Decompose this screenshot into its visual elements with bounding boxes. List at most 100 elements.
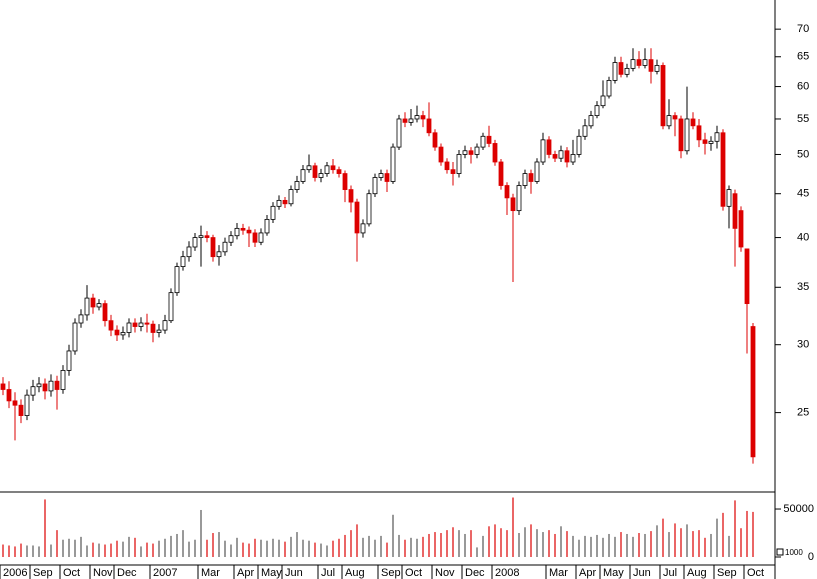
candle-body [192, 237, 198, 248]
candle-body [504, 185, 510, 199]
y-tick-label: 35 [797, 281, 809, 293]
candle-body [744, 248, 750, 305]
candle-body [402, 118, 408, 123]
candle-body [0, 383, 6, 390]
volume-tick-label: 0 [808, 551, 814, 563]
candle-body [456, 154, 462, 174]
candle-body [648, 59, 654, 72]
candle-body [336, 169, 342, 174]
candle-body [312, 165, 318, 178]
volume-bar [278, 539, 280, 557]
volume-bar [578, 539, 580, 557]
volume-bar [146, 542, 148, 557]
candle-body [510, 197, 516, 212]
candle-body [162, 320, 168, 331]
candle-body [168, 292, 174, 322]
candle-body [354, 201, 360, 234]
volume-bar [14, 546, 16, 557]
candle-body [390, 146, 396, 182]
candle-body [570, 154, 576, 163]
candle-body [276, 199, 282, 207]
x-tick-label: May [261, 567, 282, 579]
volume-bar [542, 532, 544, 557]
candle-body [324, 165, 330, 174]
candle-body [102, 303, 108, 322]
volume-bar [62, 539, 64, 557]
candle-body [78, 314, 84, 324]
candle-body [486, 135, 492, 144]
volume-bar [194, 539, 196, 557]
candle-body [726, 189, 732, 207]
x-tick-label: Sep [717, 567, 737, 579]
volume-bar [410, 537, 412, 557]
candle-body [516, 185, 522, 212]
x-tick-label: Nov [93, 567, 113, 579]
volume-bar [68, 538, 70, 557]
candle-body [60, 369, 66, 390]
candle-body [258, 232, 264, 243]
candle-body [24, 394, 30, 416]
x-tick-label: May [603, 567, 624, 579]
volume-bar [296, 532, 298, 557]
volume-bar [716, 518, 718, 557]
volume-bar [422, 536, 424, 557]
candle-body [522, 173, 528, 186]
candle-body [576, 135, 582, 155]
volume-bar [530, 524, 532, 557]
volume-bar [50, 544, 52, 557]
candle-body [696, 125, 702, 141]
candle-body [288, 189, 294, 205]
volume-bar [524, 527, 526, 557]
volume-bar [626, 533, 628, 557]
x-tick-label: Apr [237, 567, 254, 579]
volume-bar [494, 524, 496, 557]
x-tick-label: 2006 [3, 567, 27, 579]
volume-bar [710, 533, 712, 557]
volume-bar [140, 546, 142, 557]
candle-body [666, 115, 672, 127]
y-tick-label: 50 [797, 148, 809, 160]
candle-body [198, 235, 204, 238]
volume-bar [92, 542, 94, 557]
volume-bar [176, 533, 178, 557]
candle-body [270, 205, 276, 220]
volume-bar [212, 533, 214, 557]
volume-bar [590, 536, 592, 557]
volume-bar [476, 547, 478, 557]
volume-bar [560, 526, 562, 557]
y-tick-label: 40 [797, 231, 809, 243]
volume-bar [464, 533, 466, 557]
candle-body [366, 193, 372, 225]
volume-bar [320, 543, 322, 557]
volume-bar [584, 535, 586, 557]
volume-bar [728, 535, 730, 557]
volume-bar [182, 530, 184, 557]
candle-body [438, 146, 444, 163]
candle-body [612, 62, 618, 81]
candle-body [654, 65, 660, 72]
candle-body [144, 322, 150, 325]
volume-bar [680, 528, 682, 557]
candle-body [396, 118, 402, 148]
volume-bar [722, 512, 724, 557]
x-tick-label: Jul [663, 567, 677, 579]
volume-bar [8, 545, 10, 557]
x-tick-label: Aug [345, 567, 365, 579]
x-tick-label: Apr [579, 567, 596, 579]
candle-body [156, 329, 162, 333]
volume-bar [248, 543, 250, 557]
candle-body [660, 65, 666, 127]
volume-bar [674, 523, 676, 557]
y-tick-label: 70 [797, 23, 809, 35]
volume-bar [572, 535, 574, 557]
x-tick-label: Jun [633, 567, 651, 579]
candle-body [264, 218, 270, 234]
volume-bar [566, 531, 568, 557]
candle-body [444, 161, 450, 171]
candle-body [120, 332, 126, 336]
candle-body [180, 256, 186, 267]
candle-body [480, 135, 486, 148]
volume-bar [746, 510, 748, 557]
x-tick-label: Sep [33, 567, 53, 579]
volume-bar [380, 535, 382, 557]
